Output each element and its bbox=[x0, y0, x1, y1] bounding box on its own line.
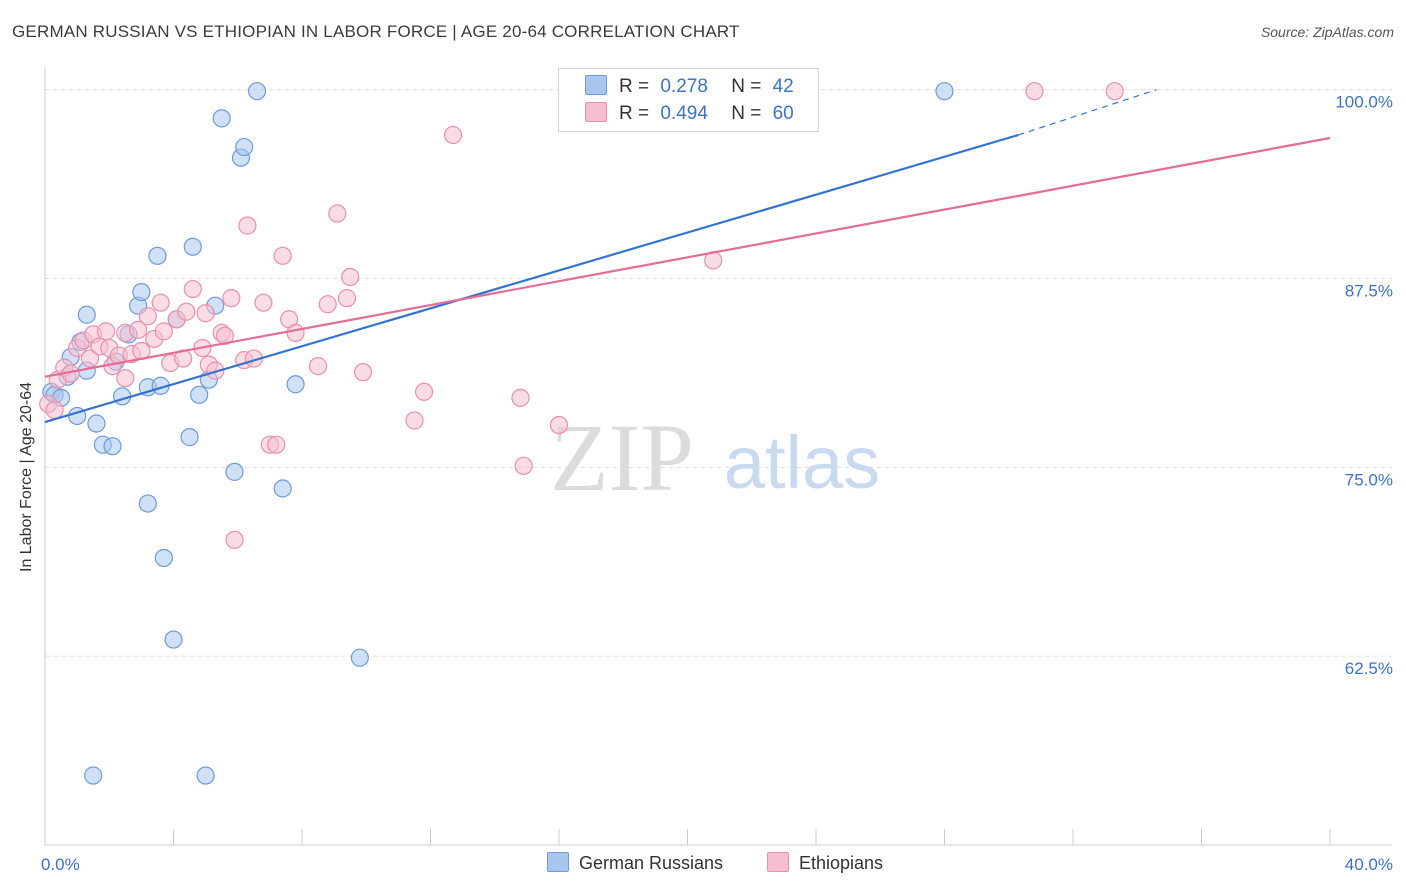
ethiopian-point bbox=[183, 279, 202, 299]
german-russian-point bbox=[286, 375, 305, 394]
data-points bbox=[39, 82, 1124, 785]
legend-item-ethiopians: Ethiopians bbox=[767, 852, 883, 874]
german-russian-trend bbox=[44, 133, 1019, 424]
ethiopian-point bbox=[549, 415, 569, 435]
blue-swatch bbox=[547, 852, 569, 872]
ethiopian-point bbox=[353, 363, 373, 382]
ethiopian-point bbox=[238, 216, 257, 235]
source-note: Source: ZipAtlas.com bbox=[1260, 24, 1394, 40]
ethiopian-point bbox=[443, 125, 463, 145]
legend-label-german-russians: German Russians bbox=[579, 853, 724, 873]
r-value-german-russians: 0.278 bbox=[660, 76, 708, 97]
x-tick-label: 40.0% bbox=[1345, 855, 1393, 874]
ethiopian-point bbox=[286, 323, 305, 342]
german-russian-point bbox=[935, 82, 954, 101]
ethiopian-point bbox=[138, 307, 157, 326]
german-russian-trend-extension bbox=[1018, 89, 1157, 136]
ethiopian-point bbox=[196, 304, 215, 323]
german-russian-point bbox=[112, 387, 132, 406]
german-russian-point bbox=[148, 246, 167, 265]
ethiopian-point bbox=[206, 361, 225, 380]
german-russian-point bbox=[164, 630, 183, 649]
pink-swatch bbox=[767, 852, 789, 872]
n-label: N = bbox=[731, 76, 762, 97]
german-russian-point bbox=[103, 437, 122, 456]
german-russian-point bbox=[196, 766, 215, 785]
ethiopian-point bbox=[267, 435, 286, 454]
ethiopian-point bbox=[96, 322, 116, 341]
n-value-ethiopians: 60 bbox=[772, 103, 794, 124]
blue-swatch bbox=[585, 75, 607, 95]
ethiopian-point bbox=[308, 357, 328, 376]
n-label: N = bbox=[731, 103, 762, 124]
ethiopian-point bbox=[254, 293, 273, 312]
ethiopian-point bbox=[1105, 82, 1124, 101]
german-russian-point bbox=[225, 462, 244, 481]
ethiopian-point bbox=[514, 456, 533, 475]
german-russian-point bbox=[154, 548, 173, 568]
ethiopian-point bbox=[154, 322, 173, 341]
german-russian-point bbox=[77, 305, 96, 324]
german-russian-point bbox=[84, 766, 103, 785]
ethiopian-point bbox=[225, 530, 244, 549]
german-russian-point bbox=[87, 414, 106, 433]
ethiopian-point bbox=[151, 293, 170, 312]
german-russian-point bbox=[235, 137, 254, 157]
y-tick-label: 75.0% bbox=[1345, 470, 1393, 489]
german-russian-point bbox=[273, 479, 292, 498]
ethiopian-point bbox=[318, 295, 337, 314]
ethiopian-point bbox=[337, 289, 357, 308]
ethiopian-point bbox=[215, 326, 234, 346]
tick-labels: 62.5% 75.0% 87.5% 100.0% 0.0% 40.0% bbox=[41, 93, 1393, 874]
ethiopian-point bbox=[328, 204, 347, 223]
y-tick-label: 100.0% bbox=[1335, 93, 1393, 112]
gridlines bbox=[45, 89, 1392, 657]
ethiopian-point bbox=[405, 411, 424, 430]
ethiopian-point bbox=[273, 246, 292, 265]
legend-row-ethiopians: R = 0.494 N = 60 bbox=[585, 102, 794, 126]
ethiopian-point bbox=[116, 369, 135, 388]
trend-lines bbox=[44, 89, 1331, 424]
german-russian-point bbox=[212, 109, 231, 128]
pink-swatch bbox=[585, 102, 607, 122]
watermark-zip: ZIP bbox=[550, 404, 694, 511]
x-tick-label: 0.0% bbox=[41, 855, 80, 874]
ethiopian-point bbox=[414, 382, 434, 401]
german-russian-point bbox=[350, 648, 369, 667]
german-russian-point bbox=[132, 282, 151, 302]
watermark: ZIP atlas bbox=[550, 404, 880, 511]
stats-legend: R = 0.278 N = 42 R = 0.494 N = 60 bbox=[558, 68, 819, 132]
ethiopian-point bbox=[1025, 82, 1044, 101]
n-value-german-russians: 42 bbox=[772, 76, 794, 97]
r-value-ethiopians: 0.494 bbox=[660, 103, 708, 124]
y-tick-label: 87.5% bbox=[1345, 281, 1393, 300]
german-russian-point bbox=[183, 237, 202, 256]
ethiopian-trend bbox=[44, 136, 1331, 378]
ethiopian-point bbox=[341, 267, 360, 287]
watermark-atlas: atlas bbox=[724, 421, 880, 504]
axes bbox=[44, 67, 1392, 846]
ethiopian-point bbox=[80, 349, 100, 368]
ethiopian-point bbox=[177, 302, 196, 321]
legend-item-german-russians: German Russians bbox=[547, 852, 723, 874]
ethiopian-point bbox=[129, 320, 148, 339]
ethiopian-point bbox=[511, 388, 530, 407]
r-label: R = bbox=[619, 76, 650, 97]
y-tick-label: 62.5% bbox=[1345, 659, 1393, 678]
ethiopian-point bbox=[45, 400, 64, 420]
german-russian-point bbox=[180, 428, 199, 447]
r-label: R = bbox=[619, 103, 650, 124]
legend-label-ethiopians: Ethiopians bbox=[799, 853, 884, 873]
german-russian-point bbox=[247, 82, 267, 101]
chart-title: GERMAN RUSSIAN VS ETHIOPIAN IN LABOR FOR… bbox=[12, 22, 740, 41]
german-russian-point bbox=[138, 494, 157, 513]
ethiopian-point bbox=[222, 289, 241, 308]
legend-row-german-russians: R = 0.278 N = 42 bbox=[585, 75, 794, 99]
german-russian-point bbox=[190, 385, 209, 404]
